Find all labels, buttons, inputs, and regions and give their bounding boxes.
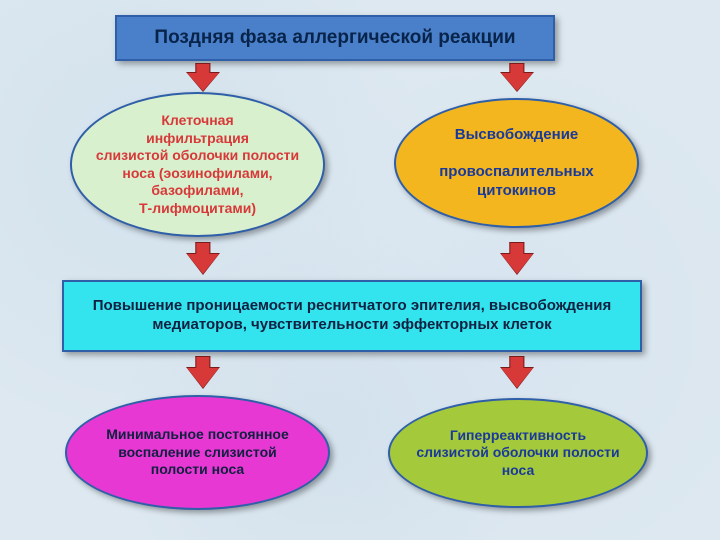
title-box: Поздняя фаза аллергической реакции [115, 15, 555, 61]
down-arrow-icon [186, 242, 220, 274]
title-text: Поздняя фаза аллергической реакции [154, 26, 515, 50]
down-arrow-icon [500, 63, 534, 91]
ellipse-hyperreactivity: Гиперреактивность слизистой оболочки пол… [388, 398, 648, 508]
ellipse-hyperreactivity-text: Гиперреактивность слизистой оболочки пол… [416, 427, 619, 480]
down-arrow-icon [500, 356, 534, 388]
ellipse-cellular-infiltration: Клеточная инфильтрация слизистой оболочк… [70, 92, 325, 237]
ellipse-cytokine-release: Высвобождение провоспалительных цитокино… [394, 98, 639, 228]
down-arrow-icon [186, 63, 220, 91]
rect-permeability-increase: Повышение проницаемости реснитчатого эпи… [62, 280, 642, 352]
ellipse-cytokine-release-text: Высвобождение провоспалительных цитокино… [439, 126, 594, 201]
ellipse-cellular-infiltration-text: Клеточная инфильтрация слизистой оболочк… [96, 112, 299, 217]
rect-permeability-increase-text: Повышение проницаемости реснитчатого эпи… [93, 297, 612, 335]
ellipse-minimal-inflammation-text: Минимальное постоянное воспаление слизис… [106, 426, 289, 479]
down-arrow-icon [186, 356, 220, 388]
down-arrow-icon [500, 242, 534, 274]
ellipse-minimal-inflammation: Минимальное постоянное воспаление слизис… [65, 395, 330, 510]
